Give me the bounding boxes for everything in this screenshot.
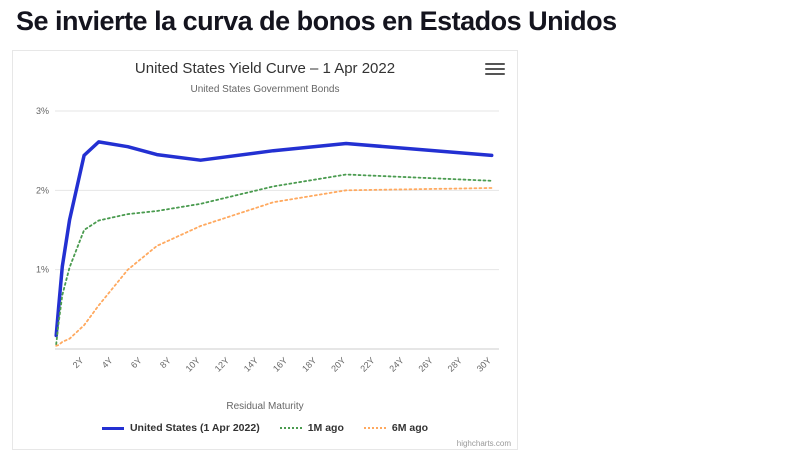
svg-text:4Y: 4Y <box>100 355 115 370</box>
svg-text:2%: 2% <box>36 185 49 195</box>
legend-item-1m-ago[interactable]: 1M ago <box>279 422 344 434</box>
svg-text:28Y: 28Y <box>446 355 464 373</box>
chart-card: United States Yield Curve – 1 Apr 2022 U… <box>12 50 518 450</box>
svg-text:1%: 1% <box>36 265 49 275</box>
chart-menu-button[interactable] <box>485 60 505 78</box>
x-axis-title: Residual Maturity <box>226 401 304 412</box>
legend-item-united-states[interactable]: United States (1 Apr 2022) <box>101 422 260 434</box>
legend-label: 1M ago <box>307 422 344 434</box>
chart-title: United States Yield Curve – 1 Apr 2022 <box>134 60 396 77</box>
legend-swatch-orange-dotted <box>363 427 386 429</box>
svg-text:30Y: 30Y <box>475 355 493 373</box>
legend-swatch-green-dotted <box>279 427 302 429</box>
chart-credit[interactable]: highcharts.com <box>456 439 511 448</box>
svg-text:8Y: 8Y <box>158 355 173 370</box>
svg-text:6Y: 6Y <box>129 355 144 370</box>
svg-text:22Y: 22Y <box>358 355 376 373</box>
svg-text:18Y: 18Y <box>300 355 318 373</box>
svg-text:14Y: 14Y <box>242 355 260 373</box>
svg-text:2Y: 2Y <box>71 355 86 370</box>
svg-text:24Y: 24Y <box>387 355 405 373</box>
yield-curve-plot: 1% 2% 3% 2Y 4Y 6Y 8Y 10Y 12Y 14Y 16Y 18Y 20Y 22Y 24Y 26… <box>36 106 499 374</box>
svg-text:10Y: 10Y <box>184 355 202 373</box>
svg-text:3%: 3% <box>36 106 49 116</box>
headline: Se invierte la curva de bonos en Estados… <box>16 6 617 36</box>
legend: United States (1 Apr 2022) 1M ago 6M ago <box>13 422 517 434</box>
svg-text:20Y: 20Y <box>329 355 347 373</box>
svg-text:12Y: 12Y <box>213 355 231 373</box>
svg-text:26Y: 26Y <box>417 355 435 373</box>
legend-label: 6M ago <box>391 422 429 434</box>
svg-text:16Y: 16Y <box>271 355 289 373</box>
legend-swatch-blue-solid <box>101 426 124 430</box>
hamburger-icon <box>485 63 505 65</box>
plot-area: 1% 2% 3% 2Y 4Y 6Y 8Y 10Y 12Y 14Y 16Y 18Y 20Y 22Y 24Y 26… <box>13 97 517 405</box>
legend-label: United States (1 Apr 2022) <box>129 422 260 434</box>
legend-item-6m-ago[interactable]: 6M ago <box>363 422 429 434</box>
chart-header: United States Yield Curve – 1 Apr 2022 <box>13 51 517 78</box>
chart-subtitle: United States Government Bonds <box>190 84 340 95</box>
